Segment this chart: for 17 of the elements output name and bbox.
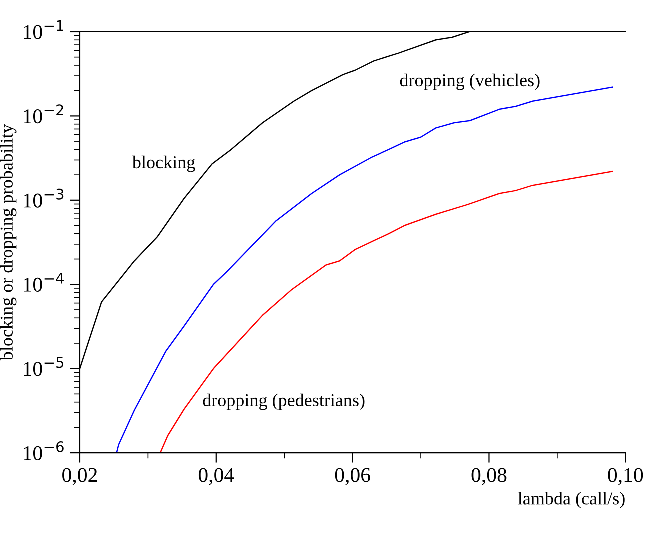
series-label: blocking xyxy=(132,156,196,172)
x-tick-label: 0,06 xyxy=(335,468,370,486)
series-label: dropping (pedestrians) xyxy=(203,394,365,410)
x-tick-label: 0,04 xyxy=(198,468,234,486)
x-tick-label: 0,02 xyxy=(62,468,98,486)
x-axis-title: lambda (call/s) xyxy=(518,492,625,508)
series-label: dropping (vehicles) xyxy=(400,74,540,90)
y-tick-label: 10$^{−3}$ xyxy=(24,188,64,208)
y-tick-label: 10$^{−5}$ xyxy=(24,357,64,376)
y-tick-label: 10$^{−4}$ xyxy=(24,273,64,292)
y-tick-label: 10$^{−2}$ xyxy=(24,104,64,124)
x-tick-label: 0,08 xyxy=(472,468,507,486)
line-series xyxy=(160,170,614,454)
y-tick-label: 10$^{−1}$ xyxy=(24,20,64,40)
y-axis-title: blocking or dropping probability xyxy=(0,124,17,361)
y-tick-label: 10$^{−6}$ xyxy=(24,441,64,460)
x-tick-label: 0,10 xyxy=(608,468,644,486)
